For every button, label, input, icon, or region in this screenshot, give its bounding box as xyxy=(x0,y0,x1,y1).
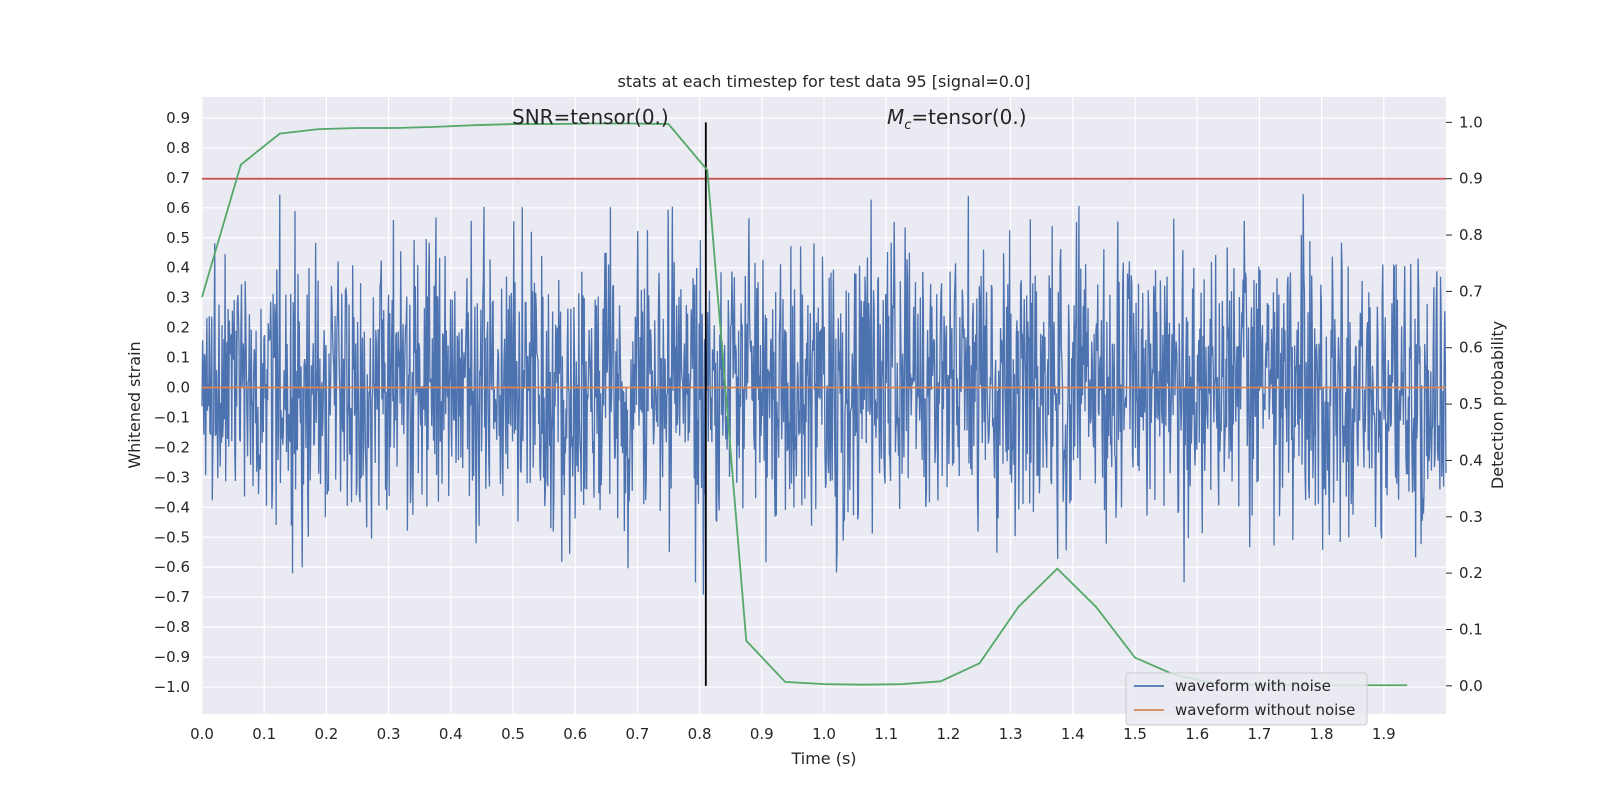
mc-annotation: Mc=tensor(0.) xyxy=(887,105,1027,133)
legend-label-noisy: waveform with noise xyxy=(1175,677,1331,695)
y-left-tick-label: −0.6 xyxy=(154,558,190,576)
x-tick-label: 1.1 xyxy=(874,725,898,743)
x-tick-label: 0.2 xyxy=(314,725,338,743)
y-left-tick-label: 0.1 xyxy=(166,349,190,367)
mc-subscript: c xyxy=(904,118,911,133)
y-left-tick-label: −0.9 xyxy=(154,648,190,666)
noisy-waveform-line xyxy=(201,194,1447,595)
y-right-tick-label: 1.0 xyxy=(1459,113,1483,131)
x-axis-label: Time (s) xyxy=(790,749,856,768)
y-left-tick-label: −1.0 xyxy=(154,678,190,696)
x-tick-label: 0.4 xyxy=(439,725,463,743)
x-tick-label: 1.6 xyxy=(1185,725,1209,743)
x-axis-ticks: 0.0 0.1 0.2 0.3 0.4 0.5 0.6 0.7 0.8 0.9 1.0 1.1 1.2 1… xyxy=(190,725,1396,743)
y-right-axis-label: Detection probability xyxy=(1488,321,1507,489)
y-right-tick-label: 0.5 xyxy=(1459,395,1483,413)
y-left-tick-label: 0.0 xyxy=(166,379,190,397)
y-left-tick-label: 0.5 xyxy=(166,229,190,247)
y-right-tick-label: 0.9 xyxy=(1459,170,1483,188)
y-right-tick-label: 0.8 xyxy=(1459,226,1483,244)
snr-annotation: SNR=tensor(0.) xyxy=(512,105,669,129)
x-tick-label: 0.0 xyxy=(190,725,214,743)
y-left-tick-label: 0.2 xyxy=(166,319,190,337)
y-left-axis-ticks: 0.9 0.8 0.7 0.6 0.5 0.4 0.3 0.2 0.1 0.0 −0.1 −0.2 −0… xyxy=(154,109,190,696)
y-left-tick-label: 0.4 xyxy=(166,259,190,277)
y-right-tick-label: 0.7 xyxy=(1459,282,1483,300)
legend-box xyxy=(1125,672,1368,726)
x-tick-label: 0.1 xyxy=(252,725,276,743)
y-left-tick-label: −0.3 xyxy=(154,468,190,486)
x-tick-label: 0.8 xyxy=(688,725,712,743)
y-right-axis-ticks: 1.0 0.9 0.8 0.7 0.6 0.5 0.4 0.3 0.2 0.1 0.0 xyxy=(1446,113,1483,695)
x-tick-label: 0.9 xyxy=(750,725,774,743)
x-tick-label: 1.7 xyxy=(1247,725,1271,743)
legend-label-clean: waveform without noise xyxy=(1175,701,1355,719)
x-tick-label: 1.8 xyxy=(1310,725,1334,743)
x-tick-label: 0.5 xyxy=(501,725,525,743)
mc-value: =tensor(0.) xyxy=(911,105,1026,129)
x-tick-label: 1.2 xyxy=(936,725,960,743)
y-left-tick-label: −0.1 xyxy=(154,408,190,426)
y-right-tick-label: 0.3 xyxy=(1459,508,1483,526)
x-tick-label: 1.5 xyxy=(1123,725,1147,743)
x-tick-label: 0.6 xyxy=(563,725,587,743)
chart-title: stats at each timestep for test data 95 … xyxy=(618,72,1031,91)
y-right-tick-label: 0.2 xyxy=(1459,564,1483,582)
y-left-tick-label: 0.9 xyxy=(166,109,190,127)
y-left-tick-label: 0.3 xyxy=(166,289,190,307)
y-right-tick-label: 0.6 xyxy=(1459,339,1483,357)
y-left-tick-label: −0.8 xyxy=(154,618,190,636)
y-right-tick-label: 0.4 xyxy=(1459,451,1483,469)
waveform-with-noise-series xyxy=(201,194,1447,595)
y-left-tick-label: −0.5 xyxy=(154,528,190,546)
x-tick-label: 0.7 xyxy=(625,725,649,743)
x-tick-label: 1.9 xyxy=(1372,725,1396,743)
legend: waveform with noise waveform without noi… xyxy=(1125,672,1368,726)
x-tick-label: 0.3 xyxy=(377,725,401,743)
x-tick-label: 1.0 xyxy=(812,725,836,743)
mc-symbol: M xyxy=(887,105,904,129)
y-left-tick-label: −0.2 xyxy=(154,438,190,456)
y-left-tick-label: 0.8 xyxy=(166,139,190,157)
y-left-tick-label: −0.4 xyxy=(154,498,190,516)
y-right-tick-label: 0.0 xyxy=(1459,677,1483,695)
y-left-tick-label: −0.7 xyxy=(154,588,190,606)
y-left-axis-label: Whitened strain xyxy=(125,341,144,468)
y-left-tick-label: 0.7 xyxy=(166,169,190,187)
y-left-tick-label: 0.6 xyxy=(166,199,190,217)
x-tick-label: 1.4 xyxy=(1061,725,1085,743)
x-tick-label: 1.3 xyxy=(999,725,1023,743)
y-right-tick-label: 0.1 xyxy=(1459,620,1483,638)
